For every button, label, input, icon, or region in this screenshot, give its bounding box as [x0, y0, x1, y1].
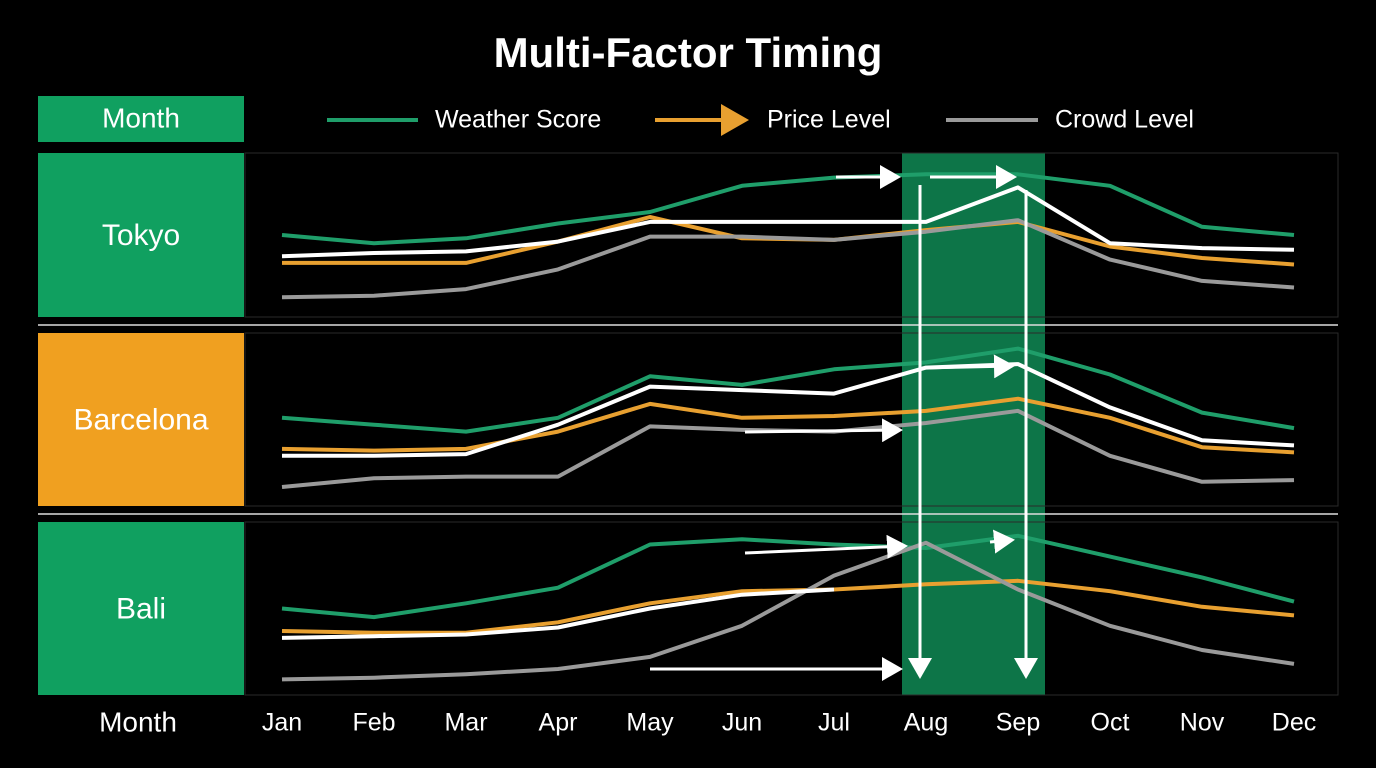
x-tick-label: Dec: [1272, 709, 1316, 737]
x-tick-label: Mar: [444, 709, 487, 737]
x-tick-label: May: [626, 709, 674, 737]
panel-label: Barcelona: [73, 403, 208, 436]
chart-title: Multi-Factor Timing: [494, 29, 883, 76]
header-label: Month: [102, 102, 180, 133]
series-line: [281, 587, 835, 640]
series-line: [281, 533, 1295, 620]
x-tick-label: Jul: [818, 709, 850, 737]
x-tick-label: Jun: [722, 709, 762, 737]
series-line: [281, 396, 1295, 455]
header-box: [38, 96, 244, 142]
series-line: [281, 218, 1295, 300]
series-line: [282, 362, 1295, 458]
series-line: [281, 172, 1295, 246]
x-tick-label: Oct: [1091, 709, 1130, 737]
series-line: [281, 346, 1295, 434]
x-tick-label: Sep: [996, 709, 1040, 737]
x-tick-label: Jan: [262, 709, 302, 737]
panel-frame: [244, 521, 1339, 696]
panel-label: Tokyo: [102, 219, 180, 252]
panel-label-box: [38, 522, 244, 695]
panel-label-box: [38, 153, 244, 317]
x-tick-label: Nov: [1180, 709, 1225, 737]
legend-label: Crowd Level: [1055, 106, 1194, 134]
annotation-arrows: [650, 165, 1038, 681]
x-tick-label: Aug: [904, 709, 948, 737]
series-line: [281, 540, 1295, 682]
panel-frame: [244, 152, 1339, 318]
panel-label-box: [38, 333, 244, 506]
series-line: [281, 185, 1295, 259]
x-tick-label: Feb: [352, 709, 395, 737]
panel-label: Bali: [116, 592, 166, 625]
x-tick-label: Apr: [539, 709, 578, 737]
legend-label: Price Level: [767, 106, 891, 134]
panel-frame: [244, 332, 1339, 507]
legend-label: Weather Score: [435, 106, 601, 134]
x-axis-label: Month: [99, 706, 177, 737]
